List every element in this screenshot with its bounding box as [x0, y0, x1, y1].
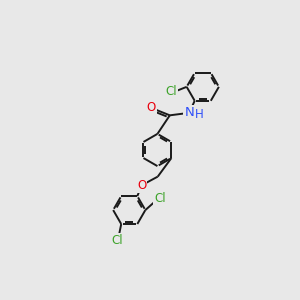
Text: O: O	[137, 179, 146, 192]
Text: Cl: Cl	[154, 192, 166, 206]
Text: O: O	[147, 101, 156, 114]
Text: H: H	[195, 108, 204, 121]
Text: Cl: Cl	[112, 234, 123, 247]
Text: Cl: Cl	[166, 85, 177, 98]
Text: N: N	[184, 106, 194, 119]
